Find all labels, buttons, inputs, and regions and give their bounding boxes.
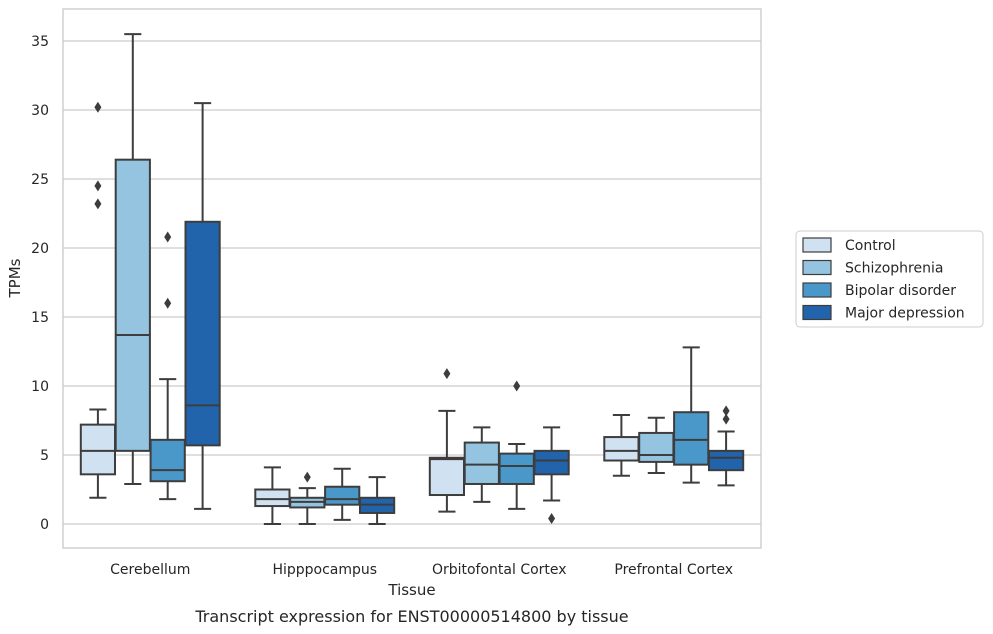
- x-tick-label: Prefrontal Cortex: [614, 562, 733, 578]
- box-group: [358, 476, 396, 525]
- box-group: [638, 416, 675, 474]
- box: [707, 449, 745, 472]
- outlier-point: [164, 297, 172, 309]
- box: [114, 158, 151, 452]
- legend-label: Bipolar disorder: [845, 283, 956, 299]
- box-group: [289, 471, 326, 525]
- box: [149, 438, 186, 483]
- y-tick-label: 30: [31, 103, 49, 119]
- box-group: [114, 33, 151, 485]
- box: [533, 449, 570, 476]
- x-tick-label: Hipppocampus: [272, 562, 377, 578]
- outlier-point: [164, 231, 172, 243]
- y-axis-label: TPMs: [6, 258, 24, 298]
- box: [254, 488, 291, 508]
- box-group: [463, 426, 500, 503]
- legend-label: Control: [845, 238, 896, 254]
- outlier-point: [722, 413, 730, 425]
- outlier-point: [443, 368, 451, 380]
- box-groups: [79, 33, 745, 525]
- outlier-point: [94, 101, 102, 113]
- box-group: [79, 101, 117, 499]
- legend-swatch: [802, 259, 832, 276]
- box: [498, 452, 535, 485]
- outlier-point: [513, 380, 521, 392]
- box-group: [498, 380, 535, 510]
- legend-swatch: [802, 304, 832, 321]
- y-tick-label: 20: [31, 241, 49, 257]
- y-tick-label: 10: [31, 379, 49, 395]
- box-group: [533, 426, 570, 524]
- outlier-point: [548, 512, 556, 524]
- y-axis-ticks: 0 5 10 15 20 25 30 35: [31, 34, 49, 533]
- outlier-point: [94, 198, 102, 210]
- box: [79, 423, 117, 476]
- outlier-point: [722, 405, 730, 417]
- y-tick-label: 35: [31, 34, 49, 50]
- legend-swatch: [802, 282, 832, 298]
- y-tick-label: 5: [40, 448, 49, 464]
- box: [184, 220, 221, 447]
- box-group: [254, 466, 291, 525]
- chart-caption: Transcript expression for ENST0000051480…: [194, 607, 628, 626]
- box: [673, 411, 710, 466]
- outlier-point: [303, 471, 311, 483]
- x-axis-label: Tissue: [387, 581, 435, 599]
- legend: Control Schizophrenia Bipolar disorder Majo…: [795, 230, 984, 328]
- box: [324, 485, 361, 506]
- x-tick-label: Orbitofontal Cortex: [432, 562, 567, 578]
- box: [603, 436, 640, 462]
- box-group: [184, 102, 221, 510]
- legend-label: Major depression: [845, 306, 965, 322]
- box: [428, 456, 466, 497]
- y-tick-label: 15: [31, 310, 49, 326]
- y-tick-label: 0: [40, 517, 49, 533]
- legend-label: Schizophrenia: [845, 261, 943, 277]
- plot-frame: [62, 8, 762, 549]
- legend-frame: [795, 230, 984, 328]
- box-group: [324, 467, 361, 521]
- y-tick-label: 25: [31, 172, 49, 188]
- x-tick-label: Cerebellum: [110, 562, 190, 578]
- outlier-point: [94, 180, 102, 192]
- legend-swatch: [802, 237, 832, 253]
- box: [638, 431, 675, 463]
- box: [463, 441, 500, 485]
- x-axis-ticks: Cerebellum Hipppocampus Orbitofontal Corte…: [110, 562, 733, 578]
- box-group: [673, 346, 710, 484]
- box-group: [149, 231, 186, 501]
- box-group: [707, 405, 745, 487]
